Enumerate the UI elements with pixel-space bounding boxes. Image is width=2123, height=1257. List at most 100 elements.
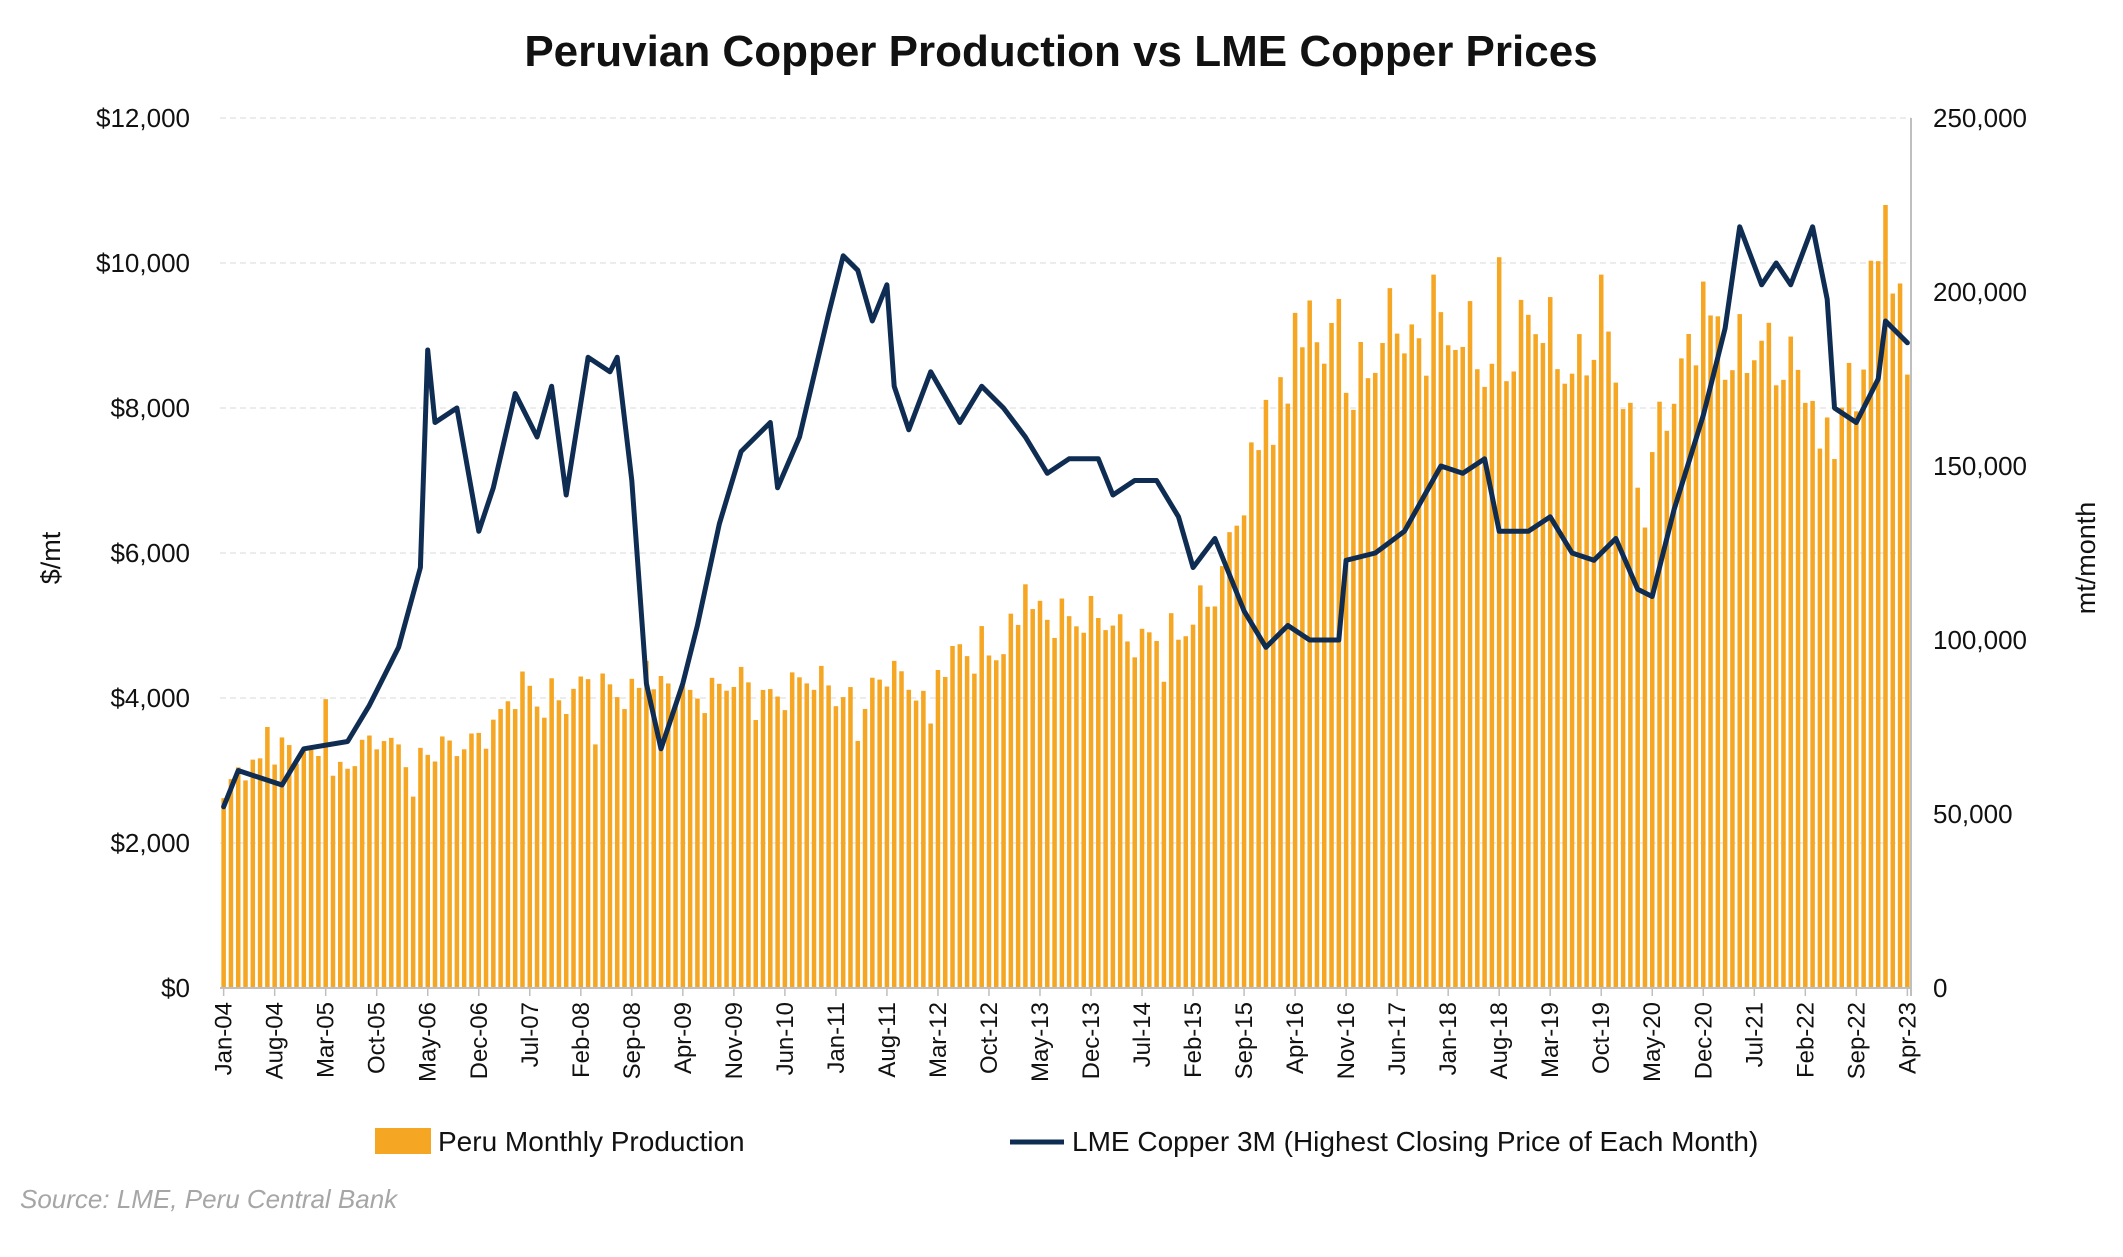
production-bar: [994, 660, 999, 988]
production-bar: [294, 763, 299, 988]
production-bar: [1139, 628, 1145, 988]
production-bar: [1241, 515, 1247, 988]
production-bar: [308, 748, 314, 988]
x-tick-label: Jul-07: [517, 1002, 544, 1067]
production-bar: [942, 676, 948, 988]
production-bar: [840, 697, 846, 988]
production-bar: [724, 690, 729, 988]
production-bar: [1249, 442, 1254, 988]
x-tick-label: Aug-04: [262, 1002, 289, 1079]
production-bar: [1897, 283, 1903, 989]
production-bar: [680, 683, 686, 988]
production-bar: [1620, 409, 1626, 988]
production-bar: [571, 688, 576, 988]
production-bar: [301, 748, 307, 988]
production-bar: [848, 687, 853, 988]
production-bar: [1438, 312, 1444, 988]
production-bar: [527, 685, 533, 988]
x-tick-label: Dec-13: [1078, 1002, 1105, 1079]
production-bar: [811, 689, 817, 988]
production-bar: [1416, 338, 1422, 988]
production-bar: [921, 690, 926, 988]
x-tick-label: Jul-14: [1129, 1002, 1156, 1067]
production-bar: [1394, 333, 1400, 988]
production-bar: [746, 682, 751, 988]
x-tick-label: May-13: [1027, 1002, 1054, 1082]
production-bar: [1300, 347, 1305, 988]
production-bar: [1518, 299, 1524, 988]
x-tick-label: Jul-21: [1741, 1002, 1768, 1067]
production-bar: [687, 689, 693, 988]
x-tick-label: Jan-11: [823, 1002, 850, 1074]
production-bar: [1314, 342, 1320, 988]
production-bar: [505, 701, 511, 988]
production-bar: [1292, 312, 1298, 988]
production-bar: [1460, 346, 1465, 989]
production-bar: [964, 656, 970, 988]
production-bar: [673, 706, 678, 988]
right-tick-label: 50,000: [1933, 799, 2013, 829]
x-tick-label: Sep-22: [1843, 1002, 1870, 1079]
production-bar: [243, 780, 248, 988]
production-bar: [1788, 336, 1793, 989]
production-bar: [286, 745, 292, 988]
production-bar: [1052, 637, 1057, 988]
production-bar: [1475, 369, 1480, 989]
production-bar: [1365, 378, 1371, 988]
production-bar: [520, 671, 525, 988]
left-tick-label: $4,000: [110, 683, 190, 713]
left-tick-label: $10,000: [96, 248, 190, 278]
right-tick-label: 150,000: [1933, 451, 2027, 481]
production-bar: [1227, 532, 1232, 988]
x-tick-label: Feb-22: [1792, 1002, 1819, 1078]
production-bar: [1445, 345, 1451, 988]
production-bar: [855, 740, 861, 988]
production-bar: [476, 732, 482, 988]
production-bar: [549, 678, 554, 988]
left-tick-label: $12,000: [96, 103, 190, 133]
production-bar: [235, 767, 241, 988]
production-bar: [396, 744, 401, 988]
production-bar: [1562, 383, 1568, 989]
production-bar: [1555, 369, 1560, 988]
production-bar: [1307, 300, 1312, 989]
production-bar: [1649, 452, 1655, 989]
production-bar: [1701, 281, 1706, 988]
production-bar: [819, 665, 824, 988]
production-bar: [1285, 403, 1291, 988]
production-bar: [702, 713, 707, 988]
left-tick-label: $0: [161, 973, 190, 1003]
production-bar: [1431, 274, 1436, 989]
production-bar: [491, 719, 496, 988]
production-bar: [1176, 639, 1181, 988]
production-bar: [1591, 359, 1597, 988]
production-bar: [1496, 257, 1502, 988]
production-bar: [1096, 618, 1101, 988]
x-tick-label: Jun-10: [772, 1002, 799, 1075]
production-bar: [1708, 315, 1713, 988]
production-bar: [1015, 624, 1021, 988]
production-bar: [1387, 288, 1393, 988]
production-bar: [607, 684, 613, 988]
production-bar: [359, 739, 365, 988]
production-bar: [1321, 363, 1327, 988]
production-bar: [1154, 641, 1159, 988]
production-bar: [797, 677, 802, 988]
production-bar: [425, 754, 430, 988]
production-bar: [345, 768, 350, 988]
legend-bar-label: Peru Monthly Production: [438, 1126, 745, 1157]
production-bar: [972, 673, 977, 988]
x-tick-label: Feb-15: [1180, 1002, 1207, 1078]
production-bar: [666, 683, 671, 988]
production-bar: [1424, 375, 1429, 988]
production-bar: [418, 747, 423, 988]
production-bar: [1132, 657, 1137, 988]
production-bar: [1511, 371, 1517, 988]
production-bar: [629, 678, 635, 988]
right-tick-label: 200,000: [1933, 277, 2027, 307]
production-bar: [833, 706, 839, 988]
production-bar: [950, 646, 955, 988]
production-bar: [1037, 600, 1043, 988]
x-tick-label: Nov-09: [721, 1002, 748, 1079]
